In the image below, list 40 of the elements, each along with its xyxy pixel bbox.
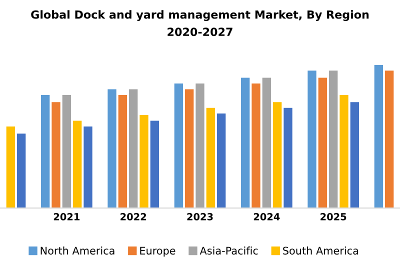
bar	[129, 89, 138, 208]
bar	[318, 78, 327, 208]
bar	[206, 108, 215, 208]
x-tick-label: 2024	[254, 213, 280, 220]
bar	[108, 89, 116, 208]
x-tick-label: 2023	[187, 213, 213, 220]
bar	[118, 94, 127, 208]
bar	[308, 70, 316, 208]
bar	[140, 114, 148, 208]
bar	[52, 102, 60, 208]
bar	[329, 70, 338, 208]
chart-title: Global Dock and yard management Market, By Region	[31, 10, 369, 22]
legend-label: Europe	[140, 246, 176, 257]
bar	[196, 84, 204, 208]
bar	[262, 78, 271, 208]
bar	[84, 126, 92, 208]
bar	[41, 94, 50, 208]
bar	[241, 78, 250, 208]
bar	[350, 102, 359, 208]
chart-subtitle: 2020-2027	[168, 28, 232, 36]
bar	[17, 134, 26, 208]
x-tick-label: 2025	[320, 213, 346, 220]
bar	[340, 94, 348, 208]
legend-label: South America	[283, 246, 358, 255]
bar	[185, 89, 194, 208]
legend-label: Asia-Pacific	[200, 246, 258, 255]
bar	[284, 108, 292, 208]
x-tick-label: 2022	[120, 213, 146, 220]
bar	[150, 120, 159, 208]
bar	[252, 84, 260, 208]
bar	[217, 114, 226, 208]
bar	[174, 84, 183, 208]
bar	[374, 64, 383, 208]
bar	[273, 102, 282, 208]
bar	[385, 70, 394, 208]
legend-label: North America	[40, 246, 114, 255]
bar	[6, 126, 15, 208]
x-tick-label: 2021	[54, 213, 80, 220]
bar	[73, 120, 82, 208]
bar	[62, 94, 71, 208]
